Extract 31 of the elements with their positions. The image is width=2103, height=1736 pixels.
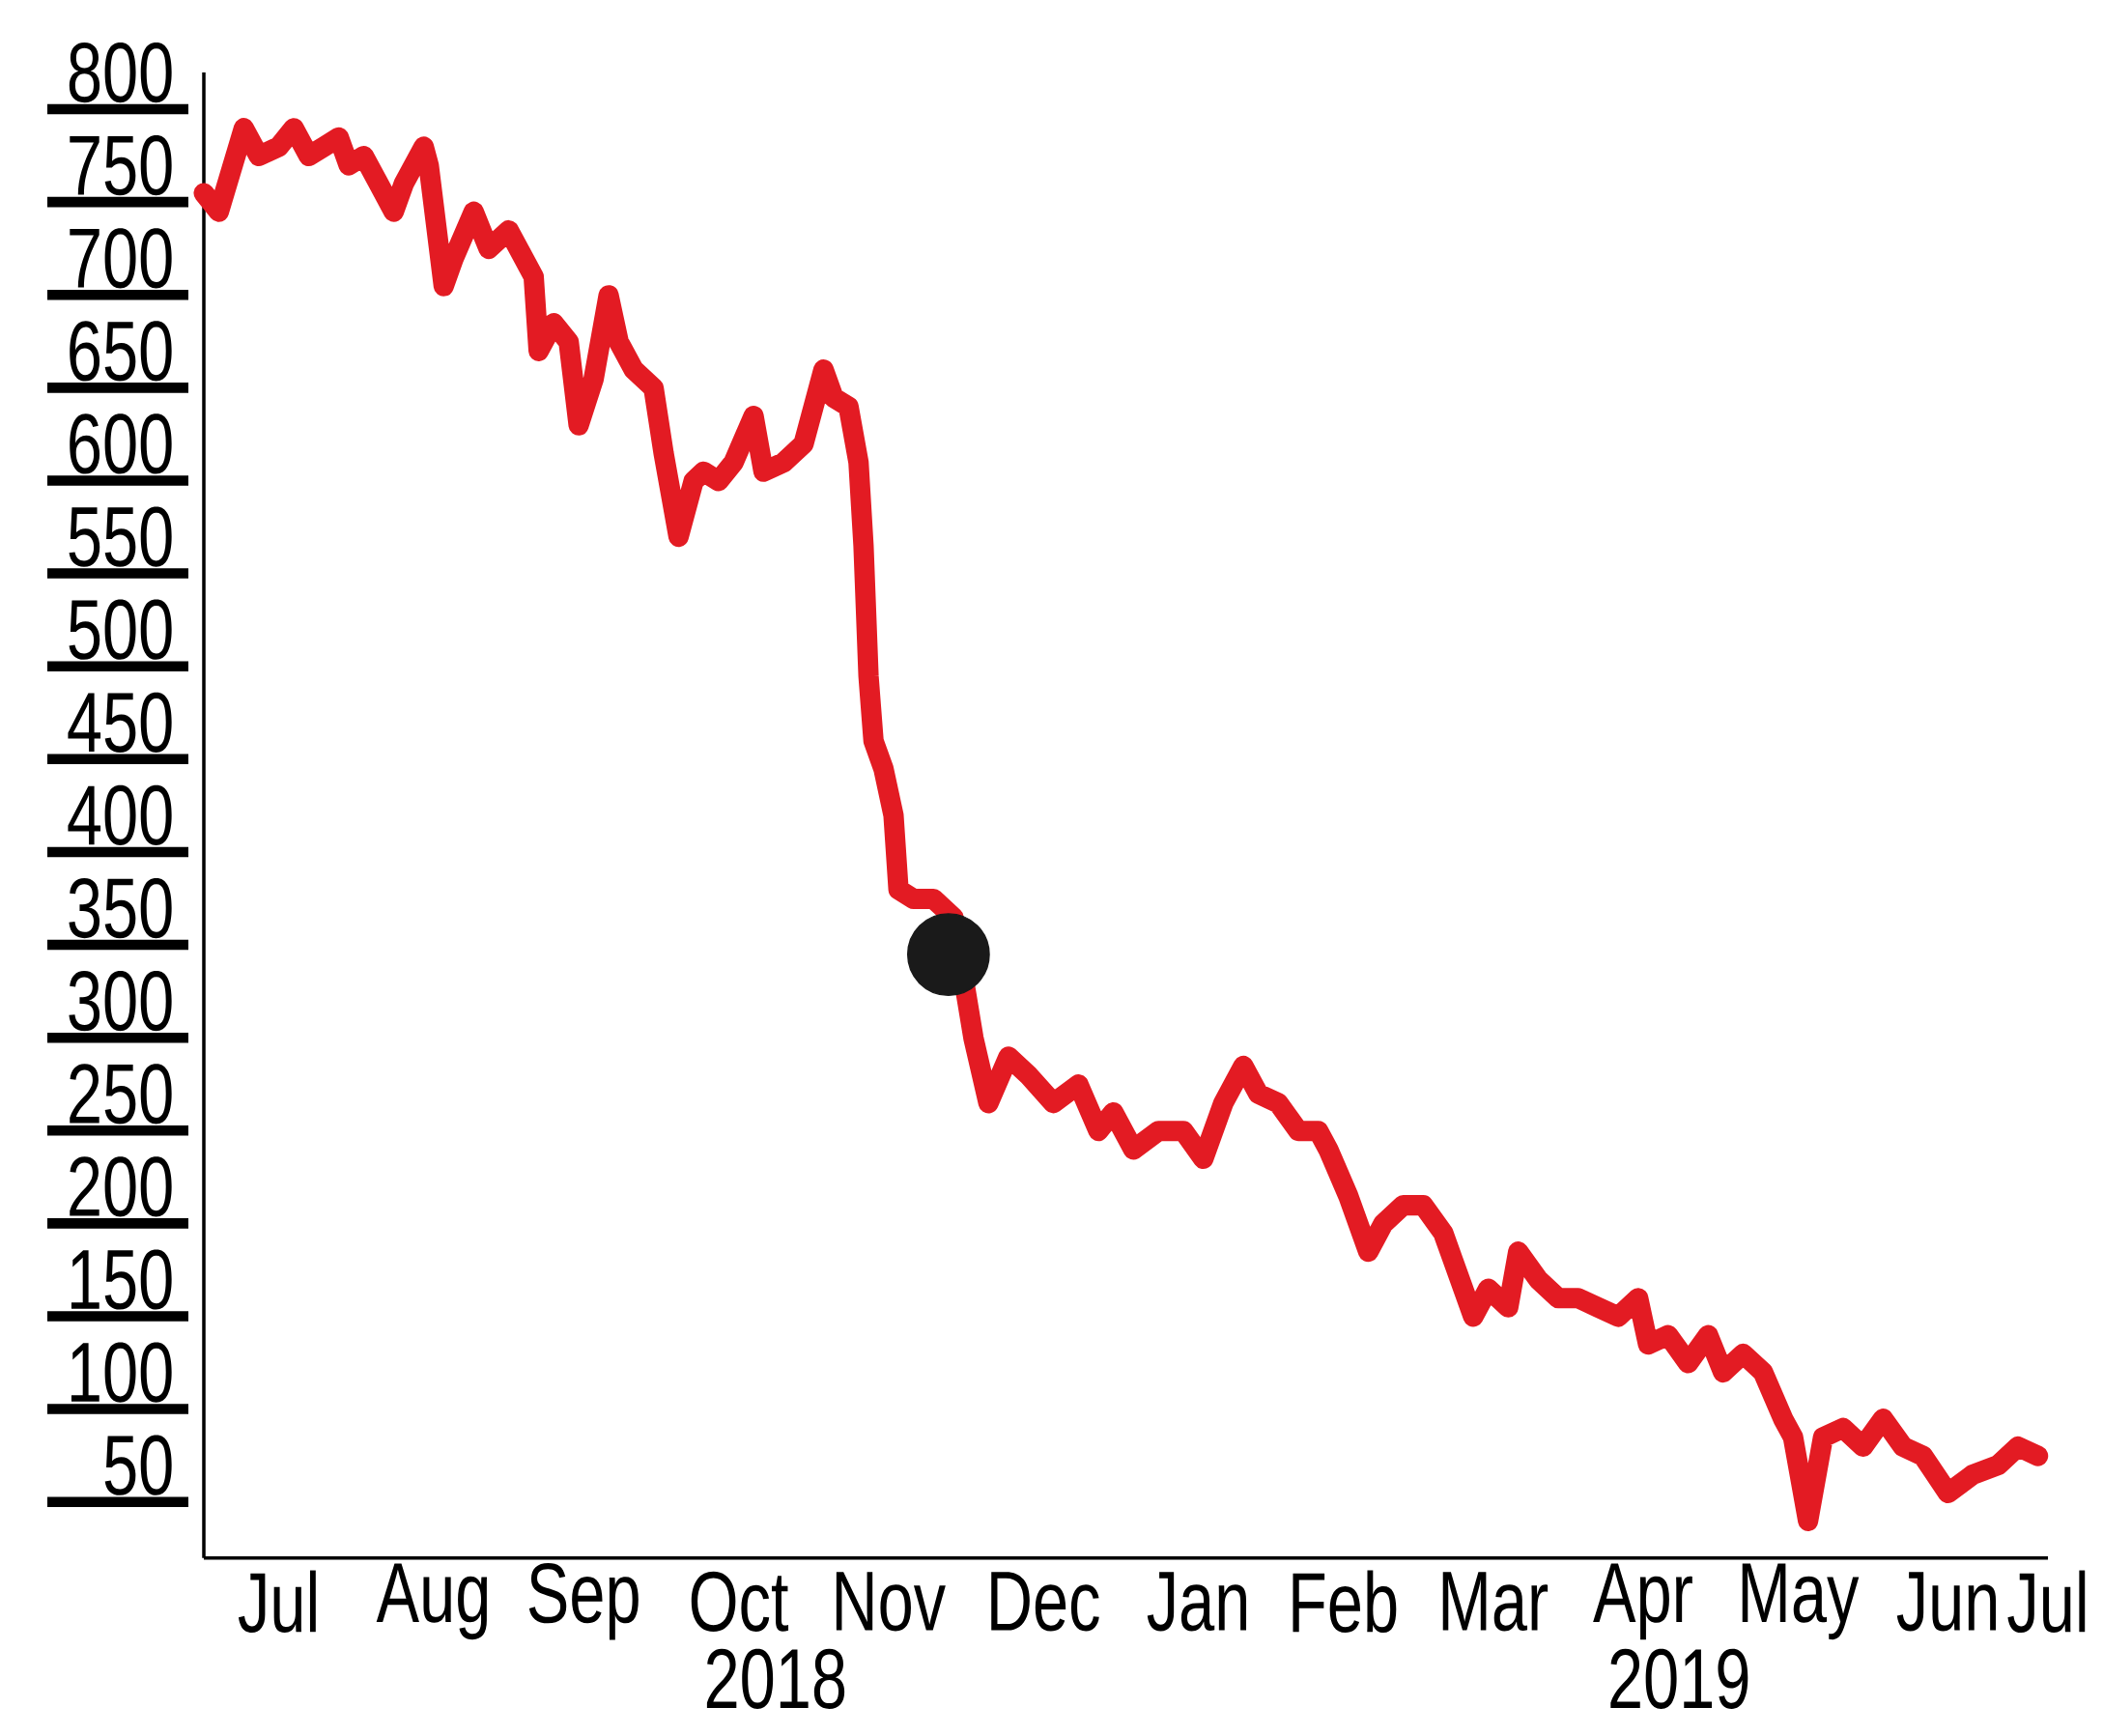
y-tick-label: 750 — [70, 135, 172, 196]
x-tick-label: Nov — [836, 1572, 946, 1632]
x-tick-label: Jun — [1896, 1572, 1997, 1632]
y-tick-label: 450 — [68, 692, 172, 753]
y-tick-label: 650 — [70, 321, 172, 382]
y-tick-label: 500 — [69, 599, 172, 660]
y-tick-label: 100 — [71, 1342, 172, 1403]
y-tick-label: 150 — [71, 1249, 172, 1310]
y-tick-label: 300 — [69, 971, 172, 1032]
y-tick-label: 50 — [104, 1435, 172, 1495]
x-tick-label: Apr — [1593, 1563, 1692, 1640]
x-tick-label: Jul — [2007, 1570, 2086, 1634]
x-tick-label: May — [1742, 1563, 1860, 1640]
y-tick-label: 700 — [70, 228, 172, 289]
x-tick-label: Jul — [238, 1570, 316, 1634]
x-tick-label: Mar — [1442, 1572, 1549, 1632]
y-tick-label: 400 — [68, 784, 172, 846]
x-tick-label: Feb — [1293, 1570, 1397, 1634]
y-tick-label: 550 — [69, 506, 172, 567]
x-tick-label: Aug — [376, 1563, 488, 1640]
x-tick-label: Sep — [528, 1563, 639, 1640]
y-tick-label: 250 — [70, 1064, 172, 1124]
text: 2019 — [1610, 1648, 1748, 1709]
x-tick-label: Oct — [691, 1571, 789, 1632]
y-tick-label: 600 — [70, 413, 172, 474]
y-tick-label: 350 — [69, 877, 172, 939]
x-tick-label: Jan — [1147, 1572, 1247, 1632]
x-tick-label: Dec — [991, 1572, 1099, 1632]
text: 2018 — [706, 1648, 845, 1709]
y-tick-label: 200 — [70, 1156, 172, 1217]
y-tick-label: 800 — [69, 42, 172, 103]
